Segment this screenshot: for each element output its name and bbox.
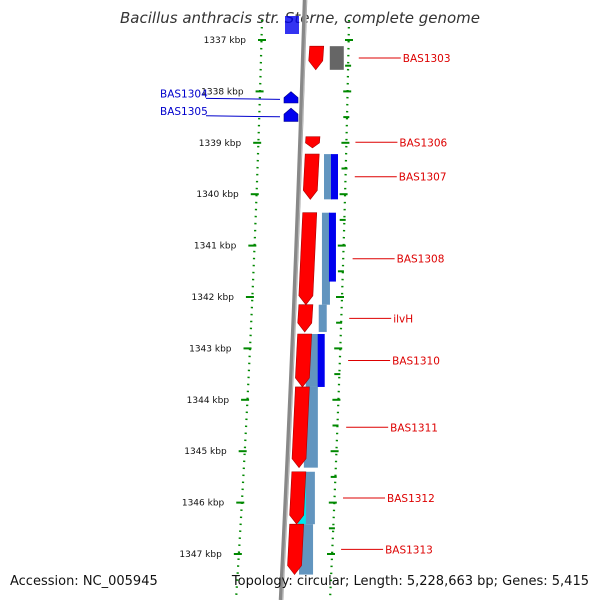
genome-backbone-highlight bbox=[282, 0, 307, 600]
map-title: Bacillus anthracis str. Sterne, complete… bbox=[120, 9, 480, 27]
kbp-label: 1338 kbp bbox=[201, 87, 244, 97]
analysis-block bbox=[324, 154, 333, 200]
gene-bas1311: BAS1311 bbox=[291, 386, 438, 469]
forward-cds-arrow bbox=[287, 523, 304, 576]
forward-cds-arrow bbox=[305, 136, 321, 149]
gene-label: BAS1311 bbox=[390, 422, 438, 434]
forward-cds-arrow bbox=[297, 304, 314, 333]
outer-ring-left bbox=[234, 19, 264, 600]
analysis-block bbox=[328, 212, 336, 282]
gene-bas1303: BAS1303 bbox=[308, 45, 451, 71]
kbp-label: 1347 kbp bbox=[179, 550, 222, 560]
gene-label: BAS1306 bbox=[399, 137, 447, 149]
gene-label: ilvH bbox=[393, 313, 413, 325]
kbp-label: 1341 kbp bbox=[194, 242, 237, 252]
kbp-label: 1345 kbp bbox=[184, 447, 227, 457]
gene-bas1306: BAS1306 bbox=[305, 136, 448, 149]
gene-ilvh: ilvH bbox=[297, 304, 413, 333]
gene-bas1313: BAS1313 bbox=[287, 523, 433, 576]
gene-bas1310: BAS1310 bbox=[295, 333, 440, 388]
gene-label: BAS1307 bbox=[399, 172, 447, 184]
kbp-label: 1346 kbp bbox=[182, 499, 225, 509]
reverse-cds-arrow bbox=[283, 91, 299, 104]
genome-summary: Topology: circular; Length: 5,228,663 bp… bbox=[231, 574, 589, 589]
genome-backbone bbox=[278, 0, 308, 600]
gene-bas1312: BAS1312 bbox=[289, 471, 435, 525]
forward-cds-arrow bbox=[289, 471, 307, 525]
kbp-label: 1337 kbp bbox=[204, 36, 247, 46]
gene-label-leader bbox=[205, 97, 281, 100]
gene-label-leader bbox=[205, 115, 281, 118]
gene-label: BAS1312 bbox=[387, 493, 435, 505]
gene-bas1308: BAS1308 bbox=[298, 212, 445, 306]
gene-bas1304: BAS1304 bbox=[160, 88, 299, 104]
gene-label: BAS1304 bbox=[160, 88, 208, 100]
analysis-block bbox=[317, 334, 325, 387]
gene-bas1307: BAS1307 bbox=[303, 153, 447, 200]
gene-bas1305: BAS1305 bbox=[160, 106, 299, 122]
kbp-label: 1342 kbp bbox=[192, 293, 235, 303]
analysis-block bbox=[321, 212, 330, 305]
gene-label: BAS1303 bbox=[403, 53, 451, 65]
analysis-block bbox=[318, 304, 327, 332]
kbp-label: 1339 kbp bbox=[199, 139, 242, 149]
gene-label: BAS1310 bbox=[392, 355, 440, 367]
reverse-cds-arrow bbox=[283, 107, 299, 122]
analysis-block bbox=[329, 46, 344, 70]
kbp-label: 1344 kbp bbox=[187, 396, 230, 406]
gene-label: BAS1308 bbox=[397, 254, 445, 266]
analysis-block bbox=[331, 154, 339, 200]
gene-label: BAS1313 bbox=[385, 544, 433, 556]
gene-label: BAS1305 bbox=[160, 106, 208, 118]
forward-cds-arrow bbox=[298, 212, 318, 306]
forward-cds-arrow bbox=[291, 386, 310, 469]
forward-cds-arrow bbox=[308, 45, 325, 71]
forward-cds-arrow bbox=[295, 333, 312, 388]
reverse-cds-partial bbox=[285, 16, 299, 34]
outer-ring-right bbox=[328, 19, 351, 600]
accession-label: Accession: NC_005945 bbox=[10, 574, 158, 589]
ruler-ticks: 1337 kbp 1338 kbp 1339 kbp 1340 kbp 1341 kbp… bbox=[179, 36, 353, 560]
kbp-label: 1340 kbp bbox=[196, 190, 239, 200]
forward-cds-arrow bbox=[303, 153, 320, 200]
kbp-label: 1343 kbp bbox=[189, 344, 232, 354]
